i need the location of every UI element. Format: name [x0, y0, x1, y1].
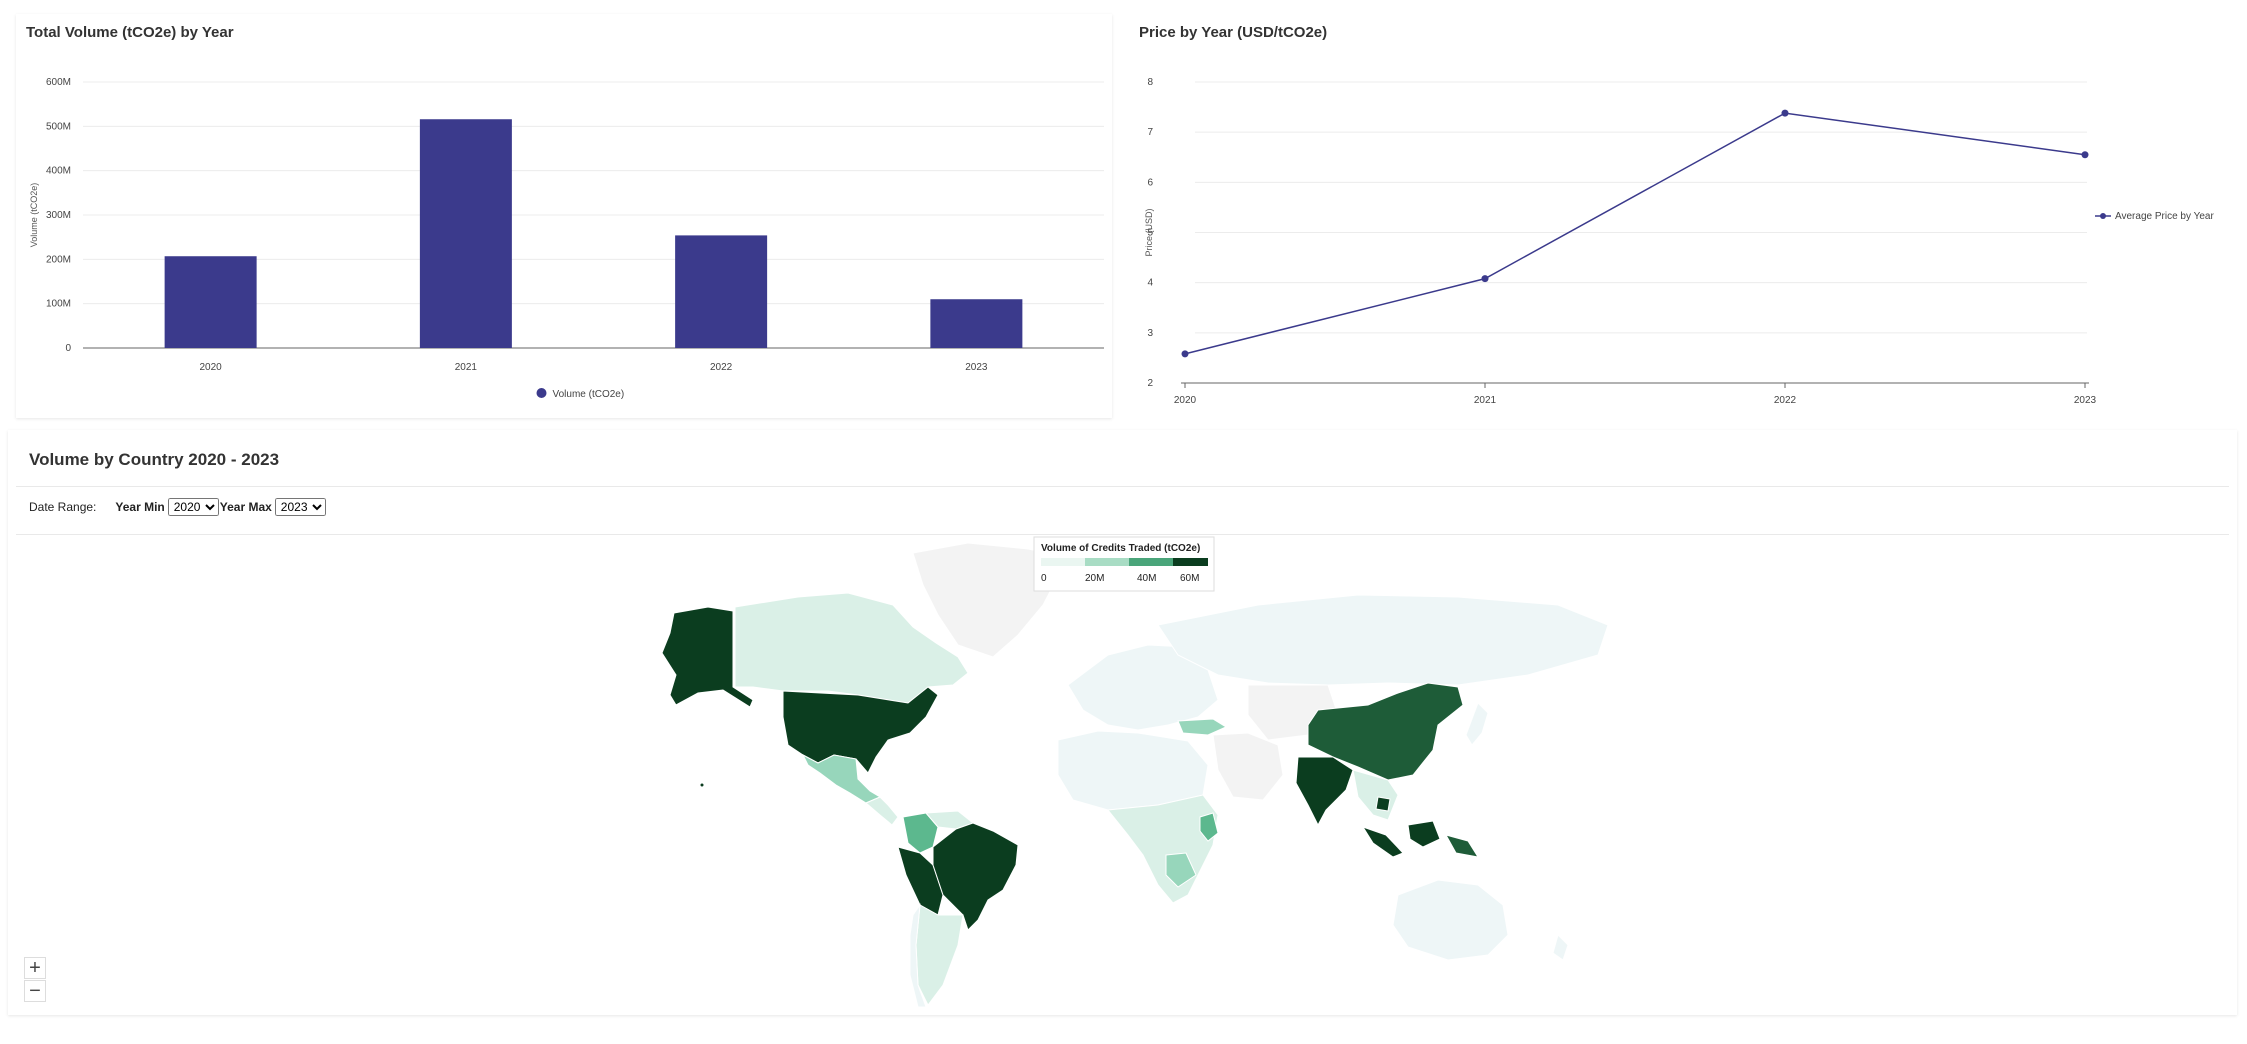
legend-tick: 20M	[1085, 573, 1104, 584]
country-argentina[interactable]	[915, 904, 964, 1006]
y-tick-label: 8	[1147, 77, 1153, 88]
volume-bar-chart: 0 100M 200M 300M 400M 500M 600M Volume (tCO2e) 2…	[29, 77, 1104, 400]
map-legend: Volume of Credits Traded (tCO2e) 0 20M 4…	[1033, 536, 1215, 592]
divider	[16, 534, 2229, 535]
y-tick-label: 400M	[46, 166, 71, 177]
country-indonesia-east[interactable]	[1444, 834, 1480, 858]
country-peru[interactable]	[897, 846, 944, 916]
price-line-chart: 2 3 4 5 6 7 8 Price (USD) 2020 2021 2022 2023 Averag…	[1144, 77, 2214, 406]
price-line	[1184, 112, 2086, 355]
y-tick-label: 6	[1147, 177, 1153, 188]
legend-tick: 40M	[1137, 573, 1156, 584]
y-tick-label: 0	[65, 343, 71, 354]
y-tick-label: 600M	[46, 77, 71, 88]
legend-marker	[536, 388, 547, 398]
legend-swatch	[1041, 558, 1085, 566]
region-subsaharan-africa[interactable]	[1107, 794, 1219, 904]
country-india[interactable]	[1295, 756, 1354, 827]
country-brazil[interactable]	[932, 822, 1019, 931]
y-tick-label: 7	[1147, 127, 1153, 138]
zoom-out-button[interactable]: −	[24, 980, 46, 1002]
x-tick-label: 2023	[965, 362, 988, 373]
legend-label: Average Price by Year	[2115, 211, 2214, 222]
y-axis-label: Price (USD)	[1144, 208, 1154, 256]
legend-title: Volume of Credits Traded (tCO2e)	[1041, 543, 1200, 554]
y-tick-label: 5	[1147, 228, 1153, 239]
y-tick-label: 300M	[46, 210, 71, 221]
x-tick-label: 2021	[455, 362, 478, 373]
bar	[164, 256, 257, 348]
x-tick-label: 2020	[1174, 395, 1197, 406]
legend-tick: 60M	[1180, 573, 1199, 584]
year-max-label: Year Max	[219, 500, 272, 514]
country-hawaii[interactable]	[699, 782, 705, 788]
volume-chart-panel: Total Volume (tCO2e) by Year 0 100M 200M 30…	[16, 14, 1112, 418]
y-tick-label: 500M	[46, 121, 71, 132]
country-central-america[interactable]	[865, 796, 899, 826]
country-russia[interactable]	[1157, 594, 1609, 686]
data-point	[1781, 109, 1789, 117]
divider	[16, 486, 2229, 487]
x-tick-label: 2022	[1774, 395, 1797, 406]
y-tick-label: 2	[1147, 378, 1153, 389]
country-new-zealand[interactable]	[1552, 934, 1569, 961]
country-chile[interactable]	[909, 903, 927, 1008]
y-tick-label: 4	[1147, 278, 1153, 289]
country-china[interactable]	[1307, 682, 1464, 781]
bar	[930, 299, 1023, 348]
legend-swatch	[1129, 558, 1173, 566]
country-australia[interactable]	[1392, 879, 1509, 961]
legend-marker	[2100, 213, 2106, 219]
data-point	[1481, 275, 1489, 283]
country-turkey[interactable]	[1177, 718, 1228, 736]
bar	[419, 119, 512, 349]
map-panel: Volume by Country 2020 - 2023 Date Range…	[8, 430, 2237, 1015]
x-tick-label: 2023	[2074, 395, 2097, 406]
date-range-label: Date Range:	[29, 500, 97, 514]
country-canada[interactable]	[734, 592, 969, 704]
price-chart-title: Price by Year (USD/tCO2e)	[1139, 24, 1328, 41]
zoom-in-button[interactable]: +	[24, 957, 46, 979]
data-point	[1181, 350, 1189, 358]
country-japan[interactable]	[1465, 702, 1489, 746]
y-tick-label: 3	[1147, 328, 1153, 339]
bar	[675, 235, 768, 348]
country-cambodia[interactable]	[1375, 796, 1391, 812]
country-kenya[interactable]	[1199, 812, 1219, 842]
legend-swatch	[1173, 558, 1208, 566]
country-zambia-region[interactable]	[1165, 852, 1197, 888]
legend-tick: 0	[1041, 573, 1047, 584]
country-indonesia-borneo[interactable]	[1407, 820, 1441, 848]
map-title: Volume by Country 2020 - 2023	[29, 450, 280, 469]
legend-swatch	[1085, 558, 1129, 566]
region-middle-east[interactable]	[1212, 732, 1284, 801]
y-tick-label: 200M	[46, 254, 71, 265]
world-choropleth-map[interactable]: Volume of Credits Traded (tCO2e) 0 20M 4…	[8, 535, 2237, 1015]
y-tick-label: 100M	[46, 299, 71, 310]
legend-label: Volume (tCO2e)	[553, 389, 625, 400]
region-north-africa[interactable]	[1057, 730, 1209, 811]
x-tick-label: 2020	[200, 362, 223, 373]
y-axis-label: Volume (tCO2e)	[29, 183, 39, 248]
country-greenland[interactable]	[912, 542, 1069, 658]
volume-chart-title: Total Volume (tCO2e) by Year	[26, 24, 234, 41]
x-tick-label: 2022	[710, 362, 733, 373]
country-alaska[interactable]	[661, 606, 754, 708]
country-indonesia-sumatra[interactable]	[1361, 826, 1404, 858]
x-tick-label: 2021	[1474, 395, 1497, 406]
year-min-label: Year Min	[115, 500, 165, 514]
country-usa[interactable]	[782, 686, 939, 774]
price-chart-panel: Price by Year (USD/tCO2e) 2 3 4 5 6 7 8 Price (…	[1128, 14, 2236, 418]
data-point	[2081, 151, 2089, 159]
region-europe[interactable]	[1067, 644, 1219, 731]
